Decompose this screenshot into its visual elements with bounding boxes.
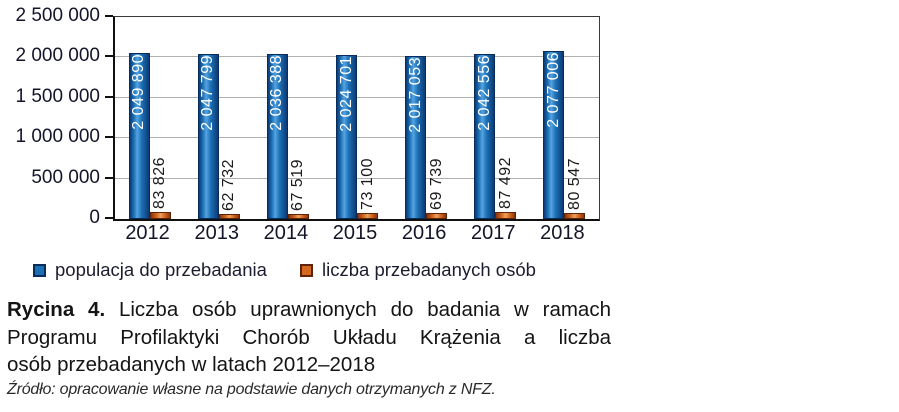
y-tick-mark: [105, 176, 113, 179]
chart-plot-area: 2 049 890 83 826 2 047 799 62 732 2 036 388 6…: [113, 16, 600, 221]
source-note: Źródło: opracowanie własne na podstawie …: [7, 381, 496, 398]
bar-value-label-wrap: 73 100: [358, 158, 378, 210]
legend-item-populacja: populacja do przebadania: [33, 259, 267, 281]
legend-label-przebadani: liczba przebadanych osób: [322, 259, 536, 280]
bar-value-label-wrap: 83 826: [150, 157, 170, 209]
bar-value-label-wrap: 87 492: [496, 157, 516, 209]
legend-item-przebadani: liczba przebadanych osób: [300, 259, 536, 281]
bar-value-label: 2 049 890: [130, 54, 148, 131]
bar-value-label-wrap: 67 519: [288, 159, 308, 211]
caption-line-1: Rycina 4. Liczba osób uprawnionych do ba…: [7, 298, 611, 321]
y-tick-label: 2 000 000: [15, 45, 100, 67]
gridline: [115, 177, 599, 179]
y-tick-label: 2 500 000: [15, 5, 100, 26]
x-tick-label: 2017: [471, 222, 516, 244]
legend-swatch-orange-icon: [300, 263, 313, 277]
y-tick-mark: [105, 55, 113, 58]
y-tick-mark: [105, 136, 113, 139]
bar-przebadani: [149, 212, 171, 219]
bar-populacja: 2 036 388: [266, 54, 288, 219]
bar-populacja: 2 042 556: [474, 53, 496, 219]
figure-caption: Rycina 4. Liczba osób uprawnionych do ba…: [7, 296, 611, 379]
caption-label: Rycina 4.: [7, 298, 106, 321]
bar-value-label: 2 024 701: [337, 56, 355, 133]
bar-value-label: 2 077 006: [544, 52, 562, 128]
bar-przebadani: [287, 213, 309, 219]
bar-przebadani: [426, 213, 448, 219]
y-tick-mark: [105, 95, 113, 98]
bar-value-label: 67 519: [289, 158, 307, 211]
gridline: [115, 96, 599, 98]
gridline: [115, 137, 599, 139]
bar-value-label: 83 826: [151, 157, 169, 210]
x-tick-label: 2015: [332, 222, 378, 244]
bar-value-label: 80 547: [565, 157, 583, 210]
x-tick-label: 2012: [125, 222, 170, 244]
bar-populacja: 2 017 053: [405, 56, 427, 219]
bar-przebadani: [218, 213, 240, 219]
y-tick-label: 500 000: [31, 166, 100, 188]
legend-label-populacja: populacja do przebadania: [55, 259, 267, 280]
bar-value-label: 2 047 799: [199, 54, 217, 131]
caption-line-2: Programu Profilaktyki Chorób Układu Krąż…: [7, 325, 611, 349]
bar-populacja: 2 047 799: [197, 53, 219, 219]
bar-przebadani: [495, 211, 517, 219]
bar-populacja: 2 024 701: [336, 55, 357, 219]
bar-value-label-wrap: 62 732: [219, 159, 239, 211]
bar-przebadani: [357, 213, 378, 219]
bar-value-label: 73 100: [358, 158, 376, 211]
x-tick-label: 2016: [401, 222, 447, 244]
bar-value-label: 62 732: [220, 159, 238, 211]
x-tick-label: 2018: [540, 222, 585, 244]
y-tick-mark: [105, 15, 113, 17]
bar-value-label: 69 739: [427, 158, 445, 211]
bar-value-label: 87 492: [496, 157, 514, 209]
x-tick-label: 2014: [263, 222, 309, 244]
bar-value-label-wrap: 80 547: [565, 158, 585, 210]
y-tick-label: 0: [89, 207, 100, 228]
bar-value-label: 2 017 053: [406, 57, 424, 133]
bar-populacja: 2 077 006: [543, 51, 565, 219]
bar-value-label: 2 042 556: [475, 54, 493, 131]
x-tick-label: 2013: [194, 222, 239, 244]
bar-value-label: 2 036 388: [268, 55, 286, 132]
y-tick-mark: [105, 217, 113, 219]
gridline: [115, 56, 599, 58]
bar-populacja: 2 049 890: [128, 53, 150, 219]
y-tick-label: 1 000 000: [15, 126, 100, 148]
caption-line-3: osób przebadanych w latach 2012–2018: [7, 353, 376, 376]
y-tick-label: 1 500 000: [15, 85, 100, 107]
bar-value-label-wrap: 69 739: [427, 158, 447, 210]
bar-przebadani: [564, 212, 586, 219]
legend-swatch-blue-icon: [33, 263, 46, 277]
